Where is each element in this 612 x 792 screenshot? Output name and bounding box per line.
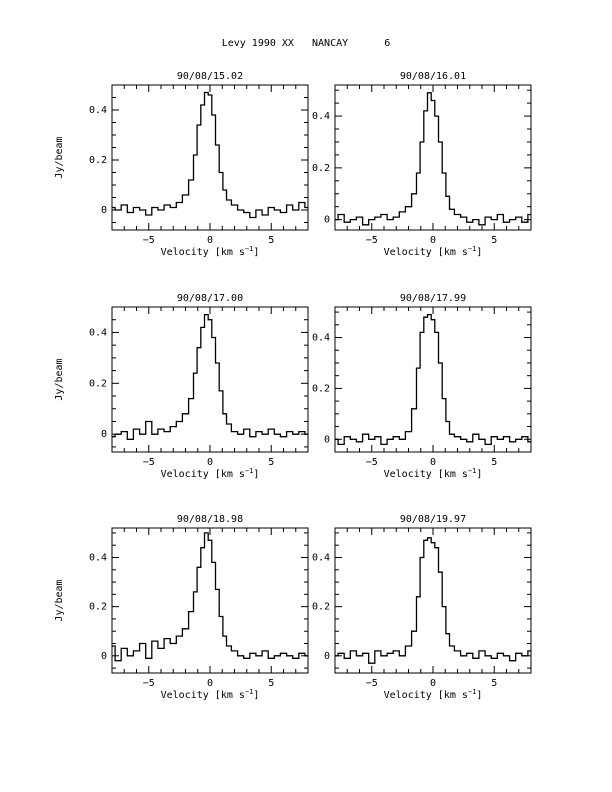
y-tick-label: 0.2 [312,383,330,394]
x-tick-label: 0 [207,235,213,246]
x-axis-label-bracket: ] [253,690,259,701]
plot-frame [334,527,532,674]
x-axis-label-bracket: ] [476,247,482,258]
x-tick-label: 5 [491,235,497,246]
y-axis-label: Jy/beam [54,579,65,621]
x-tick-label: 0 [207,457,213,468]
y-tick-label: 0.4 [312,552,330,563]
x-tick-label: 0 [207,678,213,689]
y-tick-label: 0 [101,651,107,662]
y-tick-label: 0 [324,215,330,226]
x-axis-label-exponent: −1 [245,688,253,696]
x-axis-label-bracket: ] [253,247,259,258]
spectrum-panel: 90/08/17.00 −5 0 5 0 0.2 0.4 Velocity [km s−1] J… [54,293,309,480]
x-tick-label: 0 [430,235,436,246]
x-axis-label: Velocity [km s−1] [161,467,260,480]
spectrum-panel: 90/08/16.01 −5 0 5 0 0.2 0.4 Velocity [km s−1] [312,71,532,258]
spectrum-panel: 90/08/15.02 −5 0 5 0 0.2 0.4 Velocity [km s−1] J… [54,71,309,258]
plot-frame [111,84,309,231]
spectrum-panel: 90/08/17.99 −5 0 5 0 0.2 0.4 Velocity [km s−1] [312,293,532,480]
y-axis-label: Jy/beam [54,358,65,400]
spectrum-line [335,313,531,446]
spectrum-line [112,91,308,219]
x-axis-label-exponent: −1 [468,245,476,253]
y-tick-label: 0.4 [312,111,330,122]
x-axis-label-bracket: ] [476,469,482,480]
x-axis-label: Velocity [km s−1] [384,688,483,701]
y-tick-label: 0.4 [312,333,330,344]
y-tick-label: 0.2 [89,378,107,389]
x-axis-label: Velocity [km s−1] [161,688,260,701]
x-tick-label: 5 [268,678,274,689]
y-tick-label: 0.2 [312,602,330,613]
spectrum-panel: 90/08/18.98 −5 0 5 0 0.2 0.4 Velocity [km s−1] J… [54,514,309,701]
x-axis-label-exponent: −1 [245,245,253,253]
spectrum-line [335,92,531,226]
y-tick-label: 0 [324,434,330,445]
plot-frame [111,306,309,453]
x-tick-label: −5 [143,235,155,246]
y-tick-label: 0 [324,651,330,662]
x-axis-label: Velocity [km s−1] [384,245,483,258]
y-tick-label: 0.2 [89,602,107,613]
x-axis-label-exponent: −1 [245,467,253,475]
x-axis-label-exponent: −1 [468,688,476,696]
x-tick-label: −5 [143,678,155,689]
x-tick-label: 5 [491,457,497,468]
x-tick-label: 5 [491,678,497,689]
y-tick-label: 0 [101,205,107,216]
x-axis-label-bracket: ] [253,469,259,480]
y-tick-label: 0.2 [312,163,330,174]
x-axis-label-bracket: ] [476,690,482,701]
spectrum-line [112,313,308,440]
spectrum-line [112,532,308,662]
y-tick-label: 0.4 [89,552,107,563]
x-tick-label: 0 [430,678,436,689]
x-tick-label: −5 [366,678,378,689]
x-tick-label: 5 [268,235,274,246]
panel-title: 90/08/17.00 [177,293,243,304]
y-tick-label: 0.4 [89,327,107,338]
y-tick-label: 0.2 [89,155,107,166]
x-tick-label: −5 [143,457,155,468]
x-axis-label: Velocity [km s−1] [161,245,260,258]
x-tick-label: −5 [366,457,378,468]
spectrum-panel: 90/08/19.97 −5 0 5 0 0.2 0.4 Velocity [km s−1] [312,514,532,701]
x-axis-label: Velocity [km s−1] [384,467,483,480]
panel-title: 90/08/17.99 [400,293,466,304]
panel-title: 90/08/19.97 [400,514,466,525]
x-axis-label-exponent: −1 [468,467,476,475]
panel-title: 90/08/16.01 [400,71,466,82]
y-tick-label: 0.4 [89,105,107,116]
x-tick-label: 0 [430,457,436,468]
x-tick-label: −5 [366,235,378,246]
y-axis-label: Jy/beam [54,136,65,178]
spectrum-line [335,537,531,664]
y-tick-label: 0 [101,429,107,440]
x-tick-label: 5 [268,457,274,468]
plot-frame [334,84,532,231]
page-title: Levy 1990 XX NANCAY 6 [221,38,391,49]
plot-frame [111,527,309,674]
plot-frame [334,306,532,453]
panel-title: 90/08/15.02 [177,71,243,82]
panel-title: 90/08/18.98 [177,514,243,525]
